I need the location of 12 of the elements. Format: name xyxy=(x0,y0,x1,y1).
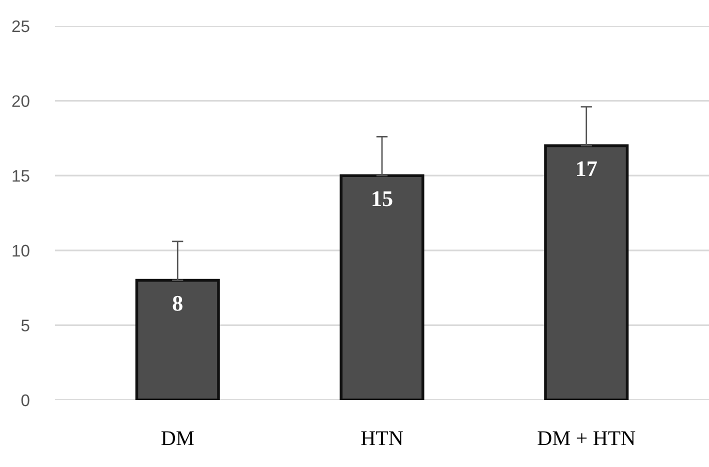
data-label: 17 xyxy=(577,161,597,176)
y-tick-label: 20 xyxy=(12,95,30,108)
y-tick-label: 15 xyxy=(12,170,30,182)
y-tick-label: 0 xyxy=(21,394,30,406)
x-tick-label: HTN xyxy=(361,431,403,446)
data-label: 15 xyxy=(372,191,392,206)
x-tick-label: DM xyxy=(161,431,194,446)
y-tick-label: 5 xyxy=(21,320,30,332)
y-tick-label: 25 xyxy=(12,20,30,32)
x-tick-label: DM + HTN xyxy=(538,431,636,446)
y-tick-label: 10 xyxy=(12,244,30,257)
data-label: 8 xyxy=(172,296,182,311)
